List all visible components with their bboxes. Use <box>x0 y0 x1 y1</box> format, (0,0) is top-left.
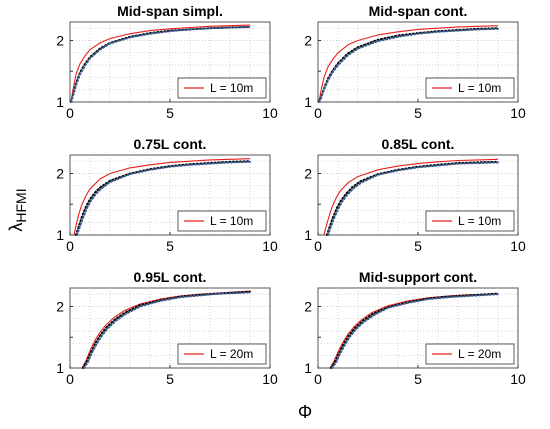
subplot-6: 0 5 10 1 2 Mid-support cont. L = 20m <box>304 269 526 387</box>
y-tick-label: 1 <box>56 360 64 376</box>
x-axis-label: Φ <box>298 402 312 422</box>
legend: L = 10m <box>177 210 267 232</box>
legend-box <box>177 343 267 365</box>
x-tick-label: 10 <box>510 105 526 121</box>
legend-label: L = 20m <box>458 347 501 361</box>
x-tick-label: 5 <box>414 238 422 254</box>
y-axis-label-sub: HFMI <box>13 188 29 222</box>
series-line-3 <box>76 160 251 236</box>
y-tick-label: 2 <box>304 32 312 48</box>
x-tick-label: 5 <box>166 371 174 387</box>
x-tick-label: 5 <box>166 105 174 121</box>
x-tick-label: 0 <box>66 371 74 387</box>
y-tick-label: 1 <box>56 94 64 110</box>
legend: L = 20m <box>177 343 267 365</box>
subplot-title: Mid-span simpl. <box>117 3 223 19</box>
y-tick-label: 1 <box>304 94 312 110</box>
x-tick-label: 10 <box>262 238 278 254</box>
y-axis-label: λHFMI <box>6 188 29 231</box>
legend: L = 20m <box>425 343 515 365</box>
series-line-3 <box>327 161 499 236</box>
y-tick-label: 1 <box>304 360 312 376</box>
legend: L = 10m <box>177 77 267 99</box>
series-line-3 <box>70 25 251 103</box>
subplot-title: 0.75L cont. <box>134 136 207 152</box>
x-tick-label: 5 <box>414 371 422 387</box>
y-tick-label: 2 <box>56 165 64 181</box>
y-tick-label: 2 <box>56 32 64 48</box>
x-tick-label: 0 <box>314 105 322 121</box>
series-line-3 <box>331 293 499 369</box>
x-tick-label: 10 <box>510 238 526 254</box>
legend-label: L = 10m <box>458 214 501 228</box>
x-tick-label: 0 <box>314 371 322 387</box>
subplot-4: 0 5 10 1 2 0.85L cont. L = 10m <box>304 136 526 254</box>
x-tick-label: 10 <box>262 371 278 387</box>
x-tick-label: 0 <box>66 238 74 254</box>
legend-label: L = 10m <box>210 214 253 228</box>
x-tick-label: 0 <box>66 105 74 121</box>
y-tick-label: 1 <box>304 227 312 243</box>
legend-box <box>425 210 515 232</box>
series-line-1 <box>70 24 251 103</box>
subplot-title: 0.85L cont. <box>382 136 455 152</box>
x-tick-label: 5 <box>414 105 422 121</box>
y-tick-label: 2 <box>304 165 312 181</box>
y-axis-label-main: λ <box>6 223 26 232</box>
legend-box <box>177 77 267 99</box>
legend-box <box>425 77 515 99</box>
legend-label: L = 10m <box>458 81 501 95</box>
subplot-title: Mid-support cont. <box>359 269 477 285</box>
legend: L = 10m <box>425 210 515 232</box>
y-tick-label: 2 <box>304 298 312 314</box>
subplot-title: 0.95L cont. <box>134 269 207 285</box>
legend-box <box>177 210 267 232</box>
series-line-2 <box>330 292 499 369</box>
subplot-3: 0 5 10 1 2 0.75L cont. L = 10m <box>56 136 278 254</box>
subplot-title: Mid-span cont. <box>369 3 468 19</box>
legend: L = 10m <box>425 77 515 99</box>
legend-box <box>425 343 515 365</box>
series-line-1 <box>73 158 251 236</box>
x-tick-label: 10 <box>262 105 278 121</box>
legend-label: L = 20m <box>210 347 253 361</box>
y-tick-label: 2 <box>56 298 64 314</box>
series-line-3 <box>318 27 499 103</box>
subplot-1: 0 5 10 1 2 Mid-span simpl. L = 10m <box>56 3 278 121</box>
legend-label: L = 10m <box>210 81 253 95</box>
subplot-5: 0 5 10 1 2 0.95L cont. L = 20m <box>56 269 278 387</box>
x-tick-label: 0 <box>314 238 322 254</box>
x-tick-label: 5 <box>166 238 174 254</box>
x-tick-label: 10 <box>510 371 526 387</box>
series-line-3 <box>83 291 251 369</box>
series-line-1 <box>329 292 499 369</box>
y-tick-label: 1 <box>56 227 64 243</box>
series-line-1 <box>318 25 499 103</box>
subplot-2: 0 5 10 1 2 Mid-span cont. L = 10m <box>304 3 526 121</box>
series-line-1 <box>323 158 499 236</box>
